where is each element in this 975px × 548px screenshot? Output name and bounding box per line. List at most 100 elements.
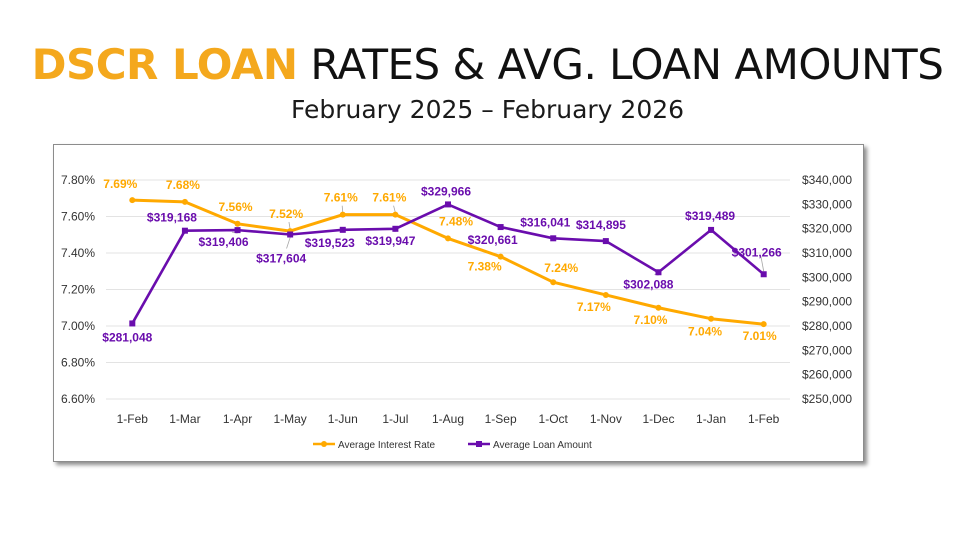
- x-tick-label: 1-Aug: [432, 412, 464, 426]
- legend-marker-loan-amount: [476, 441, 482, 447]
- y-left-tick-label: 6.80%: [61, 356, 95, 370]
- amount-point: [497, 224, 504, 231]
- x-tick-label: 1-Feb: [748, 412, 780, 426]
- rate-data-label: 7.10%: [633, 313, 667, 327]
- leader-line: [341, 205, 344, 213]
- y-left-tick-label: 7.60%: [61, 210, 95, 224]
- y-right-tick-label: $290,000: [802, 295, 852, 309]
- rate-point: [392, 211, 399, 218]
- y-right-axis: $340,000 $330,000 $320,000 $310,000 $300,000…: [802, 173, 852, 406]
- rate-data-label: 7.38%: [468, 260, 502, 274]
- amount-point: [287, 231, 294, 238]
- x-tick-label: 1-Dec: [642, 412, 674, 426]
- y-left-tick-label: 7.00%: [61, 319, 95, 333]
- amount-point: [445, 201, 451, 208]
- rate-point: [497, 253, 504, 260]
- rate-data-label: 7.61%: [324, 191, 358, 205]
- leader-line: [286, 237, 291, 249]
- leader-line: [760, 256, 765, 272]
- amount-point: [339, 226, 346, 233]
- y-right-tick-label: $310,000: [802, 246, 852, 260]
- rate-point: [602, 291, 609, 298]
- y-right-tick-label: $260,000: [802, 368, 852, 382]
- y-right-tick-label: $320,000: [802, 222, 852, 236]
- legend: Average Interest Rate Average Loan Amount: [313, 440, 592, 451]
- title-rest: RATES & AVG. LOAN AMOUNTS: [297, 40, 944, 89]
- rate-data-label: 7.68%: [166, 178, 200, 192]
- x-tick-label: 1-Nov: [590, 412, 622, 426]
- x-tick-label: 1-Jun: [328, 412, 358, 426]
- rate-data-label: 7.61%: [372, 191, 406, 205]
- amount-data-label: $320,661: [468, 233, 518, 247]
- rate-data-label: 7.69%: [103, 177, 137, 191]
- rate-point: [339, 211, 346, 218]
- series-markers: [129, 197, 767, 328]
- amount-data-label: $301,266: [732, 245, 782, 259]
- x-tick-label: 1-Jul: [382, 412, 408, 426]
- y-right-tick-label: $330,000: [802, 197, 852, 211]
- leader-line: [288, 222, 291, 230]
- y-right-tick-label: $270,000: [802, 343, 852, 357]
- chart-frame: 7.80% 7.60% 7.40% 7.20% 7.00% 6.80% 6.60% $340…: [53, 144, 864, 462]
- amount-data-label: $319,523: [305, 236, 355, 250]
- amount-point: [550, 235, 557, 242]
- x-tick-label: 1-Apr: [223, 412, 252, 426]
- legend-label-interest-rate: Average Interest Rate: [338, 440, 436, 451]
- x-tick-label: 1-Mar: [169, 412, 200, 426]
- y-left-tick-label: 7.40%: [61, 246, 95, 260]
- y-right-tick-label: $280,000: [802, 319, 852, 333]
- y-left-tick-label: 7.20%: [61, 283, 95, 297]
- rate-data-label: 7.56%: [219, 200, 253, 214]
- data-labels: 7.69% 7.68% 7.56% 7.52% 7.61% 7.61% 7.48% 7.38%…: [102, 177, 782, 344]
- rate-data-label: 7.48%: [439, 214, 473, 228]
- rate-data-label: 7.04%: [688, 325, 722, 339]
- rate-point: [234, 220, 241, 227]
- rate-point: [445, 235, 451, 242]
- x-tick-label: 1-Jan: [696, 412, 726, 426]
- amount-data-label: $314,895: [576, 218, 626, 232]
- amount-data-label: $319,406: [199, 235, 249, 249]
- rate-point: [550, 279, 557, 286]
- title-highlight: DSCR LOAN: [31, 40, 298, 89]
- y-right-tick-label: $340,000: [802, 173, 852, 187]
- line-chart: 7.80% 7.60% 7.40% 7.20% 7.00% 6.80% 6.60% $340…: [61, 173, 852, 451]
- amount-data-label: $316,041: [520, 215, 570, 229]
- leader-line: [393, 205, 396, 213]
- y-left-axis: 7.80% 7.60% 7.40% 7.20% 7.00% 6.80% 6.60%: [61, 173, 95, 406]
- x-tick-label: 1-Sep: [485, 412, 517, 426]
- rate-point: [708, 315, 715, 322]
- amount-point: [129, 320, 136, 327]
- x-tick-label: 1-May: [273, 412, 306, 426]
- rate-data-label: 7.24%: [544, 261, 578, 275]
- y-left-tick-label: 7.80%: [61, 173, 95, 187]
- y-right-tick-label: $300,000: [802, 270, 852, 284]
- rate-data-label: 7.17%: [577, 300, 611, 314]
- y-left-tick-label: 6.60%: [61, 392, 95, 406]
- amount-point: [602, 238, 609, 245]
- legend-marker-interest-rate: [321, 441, 327, 447]
- rate-data-label: 7.01%: [743, 329, 777, 343]
- amount-data-label: $319,947: [365, 234, 415, 248]
- rate-point: [129, 197, 136, 204]
- amount-point: [234, 227, 241, 234]
- amount-data-label: $302,088: [623, 277, 673, 291]
- amount-point: [655, 269, 662, 276]
- x-axis: 1-Feb 1-Mar 1-Apr 1-May 1-Jun 1-Jul 1-Aug 1-Sep…: [117, 412, 780, 426]
- page-title: DSCR LOAN RATES & AVG. LOAN AMOUNTS: [0, 40, 975, 90]
- rate-point: [181, 198, 188, 205]
- amount-point: [708, 226, 715, 233]
- amount-data-label: $281,048: [102, 330, 152, 344]
- amount-point: [392, 225, 399, 232]
- amount-point: [760, 271, 767, 278]
- amount-point: [181, 227, 188, 234]
- rate-data-label: 7.52%: [269, 207, 303, 221]
- x-tick-label: 1-Feb: [117, 412, 149, 426]
- amount-data-label: $329,966: [421, 184, 471, 198]
- rate-point: [655, 304, 662, 311]
- page-subtitle: February 2025 – February 2026: [290, 95, 685, 124]
- y-right-tick-label: $250,000: [802, 392, 852, 406]
- rate-point: [760, 321, 767, 328]
- amount-data-label: $317,604: [256, 251, 306, 265]
- amount-data-label: $319,489: [685, 209, 735, 223]
- legend-label-loan-amount: Average Loan Amount: [493, 440, 592, 451]
